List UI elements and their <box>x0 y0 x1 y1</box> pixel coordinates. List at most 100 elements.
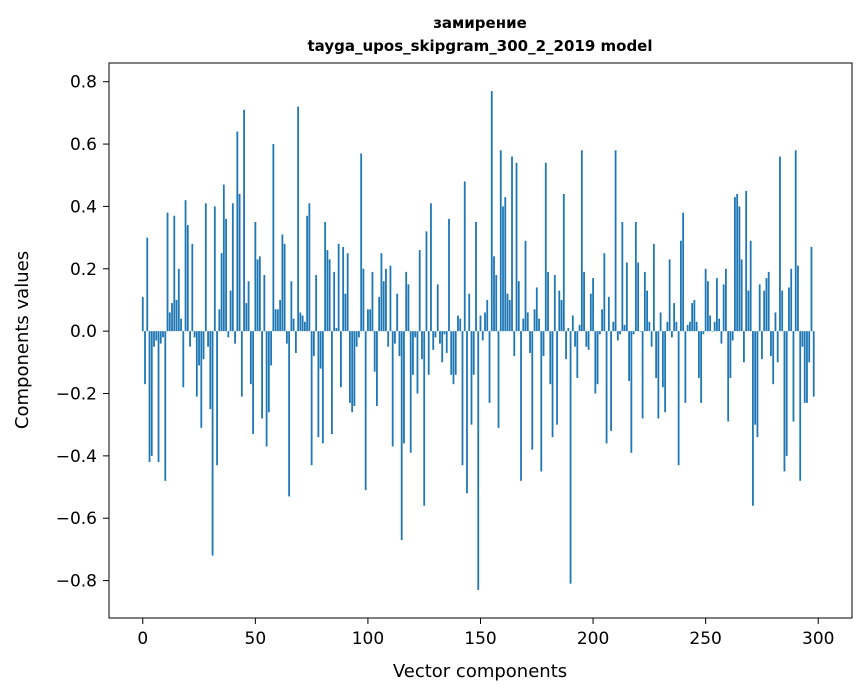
bar <box>594 331 597 394</box>
bar <box>373 331 376 372</box>
bar <box>758 284 761 332</box>
bar <box>204 203 207 332</box>
bar <box>704 268 707 332</box>
bar <box>227 331 230 338</box>
x-tick-label: 200 <box>577 629 609 649</box>
bar <box>797 265 799 332</box>
bar <box>578 324 581 332</box>
x-tick-label: 50 <box>245 629 267 649</box>
bar <box>432 331 435 350</box>
bar <box>150 331 153 456</box>
bar <box>547 271 549 332</box>
bar <box>344 293 347 332</box>
bar <box>803 331 806 403</box>
bar <box>288 331 291 497</box>
bar <box>607 296 610 332</box>
bar <box>340 331 342 388</box>
bar <box>684 331 687 403</box>
bar <box>303 321 306 332</box>
bar <box>403 331 405 444</box>
bar <box>616 331 619 341</box>
bar <box>551 331 554 438</box>
bar <box>351 331 354 413</box>
bar <box>745 190 748 332</box>
bar <box>664 331 667 413</box>
bar <box>779 156 781 332</box>
bar <box>229 290 232 332</box>
y-tick-label: −0.2 <box>56 385 97 405</box>
bar <box>448 218 450 332</box>
bar <box>772 331 775 385</box>
bar <box>754 331 757 425</box>
bar <box>394 331 396 344</box>
bar <box>686 324 689 332</box>
bar <box>646 290 649 332</box>
bar <box>792 331 795 422</box>
bar <box>637 262 640 332</box>
bar <box>466 331 468 494</box>
bar <box>441 331 444 363</box>
bar <box>767 271 770 332</box>
bar <box>252 331 254 435</box>
bar <box>517 281 520 332</box>
bar <box>272 144 275 332</box>
bar <box>387 331 390 347</box>
bar <box>558 290 561 332</box>
bar <box>506 293 509 332</box>
bar <box>191 243 194 332</box>
y-tick-label: 0.6 <box>70 135 97 155</box>
bar <box>749 240 752 332</box>
bar <box>513 331 516 357</box>
bar <box>279 299 282 332</box>
bar <box>535 287 538 332</box>
bar <box>603 253 606 332</box>
bar <box>245 303 248 332</box>
bar <box>761 331 763 360</box>
bar <box>668 259 671 332</box>
bar <box>655 331 658 378</box>
bar <box>236 131 239 332</box>
bar <box>569 331 572 584</box>
bar <box>470 331 473 425</box>
bar <box>434 331 437 338</box>
bar <box>180 318 182 332</box>
bar <box>623 324 626 332</box>
bar <box>148 331 151 463</box>
bar <box>585 331 588 347</box>
bar <box>614 150 617 332</box>
bar <box>612 321 615 332</box>
bar <box>650 331 653 347</box>
bar <box>693 299 696 332</box>
bar <box>326 250 329 332</box>
bar <box>592 278 594 332</box>
bar <box>234 331 236 344</box>
bar <box>396 293 399 332</box>
bar <box>707 281 709 332</box>
x-tick-label: 0 <box>137 629 148 649</box>
bar <box>301 315 304 332</box>
bar <box>628 331 630 382</box>
bar <box>353 331 356 406</box>
bar <box>315 275 318 332</box>
bar <box>770 331 772 357</box>
bar <box>727 331 730 422</box>
bar <box>529 331 531 353</box>
bar <box>299 312 302 332</box>
bar <box>362 268 365 332</box>
bar <box>270 331 273 366</box>
y-tick-label: −0.4 <box>56 447 97 467</box>
bar <box>556 331 558 425</box>
bar <box>756 331 759 438</box>
bar <box>515 162 518 332</box>
bar <box>452 331 455 385</box>
bar <box>580 150 583 332</box>
bar <box>256 259 259 332</box>
bar <box>619 331 621 335</box>
bar <box>499 150 502 332</box>
bar <box>346 253 349 332</box>
bar <box>184 200 187 332</box>
bar <box>457 315 459 332</box>
bar <box>679 240 682 332</box>
bar <box>418 250 421 332</box>
bar <box>290 281 293 332</box>
